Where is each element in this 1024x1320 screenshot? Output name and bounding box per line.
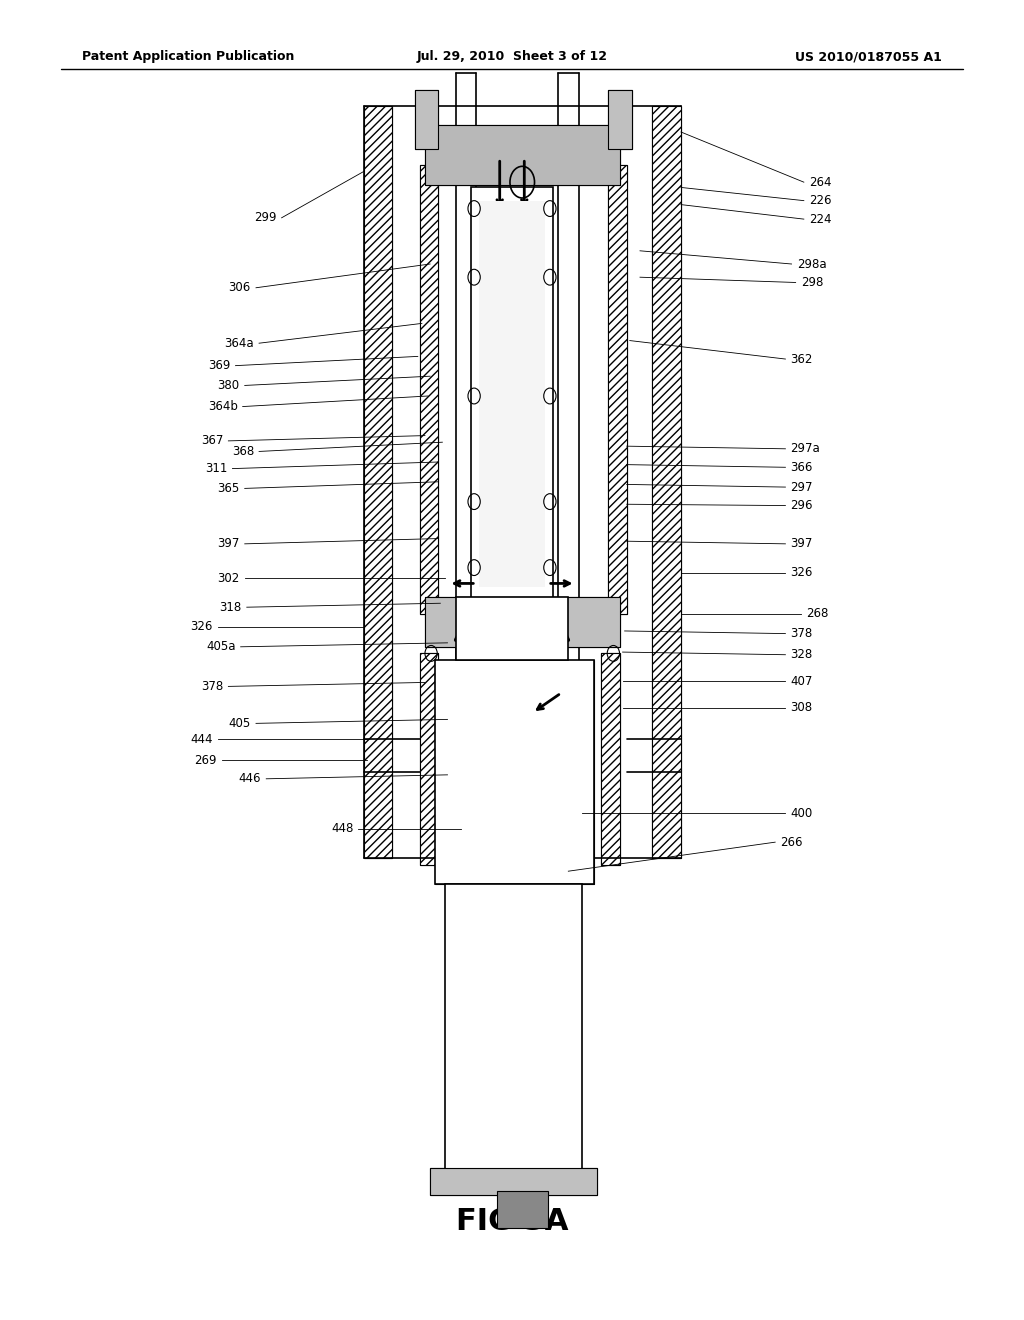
Bar xyxy=(608,165,627,614)
Text: Jul. 29, 2010  Sheet 3 of 12: Jul. 29, 2010 Sheet 3 of 12 xyxy=(417,50,607,63)
Text: 308: 308 xyxy=(791,701,813,714)
Bar xyxy=(608,90,632,149)
Bar xyxy=(420,653,438,865)
Text: 369: 369 xyxy=(208,359,230,372)
Text: Patent Application Publication: Patent Application Publication xyxy=(82,50,294,63)
Text: 400: 400 xyxy=(791,807,813,820)
Bar xyxy=(456,597,568,660)
Bar xyxy=(420,165,438,614)
Bar xyxy=(430,1168,597,1195)
Text: 318: 318 xyxy=(219,601,242,614)
Text: 397: 397 xyxy=(791,537,813,550)
Text: FIG 3A: FIG 3A xyxy=(456,1206,568,1236)
Bar xyxy=(445,884,582,1195)
Bar xyxy=(420,653,438,865)
Bar xyxy=(479,201,545,587)
Text: 362: 362 xyxy=(791,352,813,366)
Bar xyxy=(430,1168,597,1195)
Text: 378: 378 xyxy=(201,680,223,693)
Bar xyxy=(425,125,620,185)
Bar xyxy=(364,106,392,858)
Bar xyxy=(425,597,620,647)
Bar xyxy=(608,90,632,149)
Text: 328: 328 xyxy=(791,648,813,661)
Text: US 2010/0187055 A1: US 2010/0187055 A1 xyxy=(796,50,942,63)
Text: 269: 269 xyxy=(195,754,217,767)
Bar xyxy=(497,1191,548,1228)
Text: 298a: 298a xyxy=(797,257,826,271)
Text: 226: 226 xyxy=(809,194,831,207)
Text: 298: 298 xyxy=(801,276,823,289)
Bar xyxy=(435,660,447,884)
Text: 326: 326 xyxy=(791,566,813,579)
Text: 297a: 297a xyxy=(791,442,820,455)
Text: 364b: 364b xyxy=(208,400,238,413)
Text: 405a: 405a xyxy=(206,640,236,653)
Text: 266: 266 xyxy=(780,836,803,849)
Bar xyxy=(435,660,594,884)
Text: 407: 407 xyxy=(791,675,813,688)
Text: 306: 306 xyxy=(228,281,251,294)
Text: 326: 326 xyxy=(190,620,213,634)
Bar xyxy=(652,106,681,858)
Bar xyxy=(582,660,594,884)
Bar xyxy=(420,165,438,614)
Text: 268: 268 xyxy=(806,607,828,620)
Text: 364a: 364a xyxy=(224,337,254,350)
Text: 378: 378 xyxy=(791,627,813,640)
Text: 397: 397 xyxy=(217,537,240,550)
Bar xyxy=(601,653,620,865)
Text: 380: 380 xyxy=(217,379,240,392)
Bar xyxy=(415,90,438,149)
Text: 366: 366 xyxy=(791,461,813,474)
Text: 365: 365 xyxy=(217,482,240,495)
Bar xyxy=(415,90,438,149)
Text: 296: 296 xyxy=(791,499,813,512)
Text: 224: 224 xyxy=(809,213,831,226)
Bar xyxy=(425,597,620,647)
Text: 297: 297 xyxy=(791,480,813,494)
Text: 311: 311 xyxy=(205,462,227,475)
Bar xyxy=(652,106,681,858)
Text: 367: 367 xyxy=(201,434,223,447)
Bar xyxy=(601,653,620,865)
Text: 405: 405 xyxy=(228,717,251,730)
Bar xyxy=(608,165,627,614)
Text: 264: 264 xyxy=(809,176,831,189)
Text: 446: 446 xyxy=(239,772,261,785)
Bar xyxy=(471,187,553,601)
Text: 448: 448 xyxy=(331,822,353,836)
Text: 302: 302 xyxy=(217,572,240,585)
Text: 299: 299 xyxy=(254,211,276,224)
Bar xyxy=(364,106,392,858)
Text: 368: 368 xyxy=(231,445,254,458)
Bar xyxy=(425,125,620,185)
Text: 444: 444 xyxy=(190,733,213,746)
